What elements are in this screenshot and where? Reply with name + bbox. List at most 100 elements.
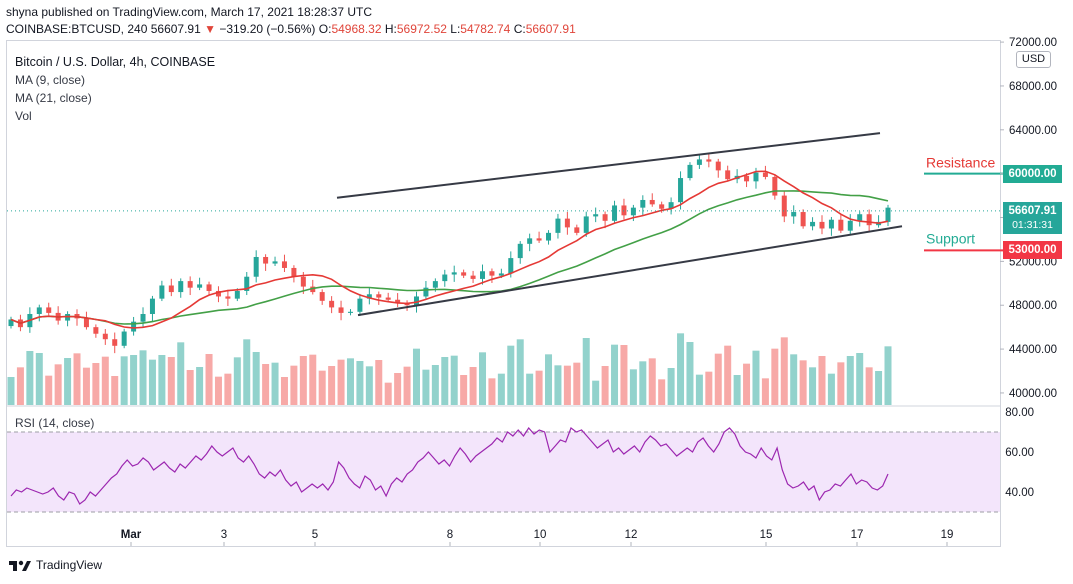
- y-tick-label: 40000.00: [1009, 388, 1057, 400]
- volume-bar: [620, 345, 628, 405]
- volume-bar: [337, 359, 345, 405]
- volume-bar: [611, 344, 619, 405]
- candle-body: [696, 159, 702, 165]
- candle-body: [413, 296, 419, 306]
- volume-bar: [158, 355, 166, 405]
- rsi-tick-label: 40.00: [1005, 487, 1034, 499]
- volume-bar: [328, 366, 336, 405]
- candle-body: [744, 175, 750, 182]
- candle-body: [168, 285, 174, 293]
- volume-bar: [714, 353, 722, 405]
- footer-brand[interactable]: TradingView: [8, 558, 102, 572]
- down-arrow-icon: ▼: [204, 22, 217, 36]
- volume-bar: [516, 339, 524, 405]
- candle-body: [725, 170, 731, 180]
- volume-bar: [460, 375, 468, 405]
- candle-body: [140, 314, 146, 322]
- candle-body: [517, 243, 523, 259]
- volume-bar: [488, 378, 496, 405]
- candle-body: [36, 307, 42, 314]
- candle-body: [602, 214, 608, 221]
- y-tick-label: 44000.00: [1009, 344, 1057, 356]
- y-tick-label: 68000.00: [1009, 81, 1057, 93]
- candle-body: [819, 221, 825, 229]
- volume-bar: [243, 339, 251, 405]
- volume-bar: [648, 358, 656, 405]
- volume-bar: [526, 373, 534, 405]
- current-price-tag: 56607.91 01:31:31: [1003, 201, 1062, 234]
- rsi-tick-label: 80.00: [1005, 407, 1034, 419]
- candle-body: [197, 284, 203, 288]
- volume-bar: [705, 371, 713, 405]
- volume-bar: [752, 350, 760, 405]
- candle-body: [234, 290, 240, 299]
- rsi-line: [10, 427, 889, 505]
- volume-bar: [582, 338, 590, 405]
- chart-frame: [6, 40, 1001, 547]
- candle-body: [668, 202, 674, 209]
- volume-bar: [771, 348, 779, 405]
- volume-bar: [262, 364, 270, 405]
- candle-body: [687, 164, 693, 179]
- volume-bar: [431, 365, 439, 405]
- volume-bar: [761, 378, 769, 405]
- volume-bar: [601, 366, 609, 405]
- volume-bar: [120, 356, 128, 405]
- volume-bar: [695, 374, 703, 405]
- last-price: 56607.91: [150, 22, 201, 36]
- volume-bar: [412, 348, 420, 405]
- x-tick-label: 17: [851, 529, 864, 541]
- volume-bar: [233, 357, 241, 405]
- candle-body: [640, 199, 646, 208]
- lower-channel-line: [357, 225, 903, 317]
- x-tick-label: Mar: [121, 529, 142, 541]
- current-price-value: 56607.91: [1008, 204, 1057, 217]
- volume-bar: [658, 379, 666, 405]
- support-label: Support: [926, 230, 975, 246]
- volume-bar: [809, 367, 817, 405]
- open-label: O:: [318, 22, 332, 36]
- volume-bar: [818, 356, 826, 405]
- candle-body: [470, 275, 476, 279]
- candle-body: [791, 212, 797, 217]
- candle-body: [206, 284, 212, 291]
- high-value: 56972.52: [396, 22, 447, 36]
- candle-body: [253, 256, 259, 277]
- candle-body: [659, 204, 665, 209]
- volume-bar: [318, 370, 326, 405]
- rsi-legend: RSI (14, close): [15, 416, 95, 430]
- y-tick-label: 48000.00: [1009, 300, 1057, 312]
- currency-badge[interactable]: USD: [1016, 51, 1051, 68]
- close-value: 56607.91: [525, 22, 576, 36]
- candle-body: [329, 300, 335, 308]
- volume-bar: [875, 371, 883, 405]
- candle-body: [564, 218, 570, 228]
- candle-body: [527, 238, 533, 244]
- volume-bar: [884, 346, 892, 405]
- volume-bar: [629, 369, 637, 405]
- volume-bar: [827, 373, 835, 405]
- candle-body: [762, 172, 768, 177]
- volume-bar: [743, 363, 751, 405]
- volume-bar: [167, 357, 175, 405]
- candle-body: [649, 199, 655, 205]
- candle-body: [508, 258, 514, 274]
- volume-bar: [573, 362, 581, 405]
- candle-body: [451, 272, 457, 275]
- y-tick-label: 64000.00: [1009, 125, 1057, 137]
- candle-body: [8, 319, 14, 327]
- candle-body: [828, 219, 834, 229]
- volume-bar: [299, 356, 307, 405]
- volume-bar: [846, 356, 854, 405]
- candle-body: [715, 161, 721, 171]
- volume-bar: [16, 367, 24, 405]
- volume-bar: [214, 376, 222, 405]
- volume-bar: [224, 373, 232, 405]
- volume-bar: [667, 368, 675, 405]
- volume-bar: [563, 365, 571, 405]
- candle-body: [149, 298, 155, 314]
- symbol-ohlc-bar: COINBASE:BTCUSD, 240 56607.91 ▼ −319.20 …: [6, 22, 576, 36]
- volume-bar: [450, 355, 458, 405]
- candle-body: [612, 205, 618, 221]
